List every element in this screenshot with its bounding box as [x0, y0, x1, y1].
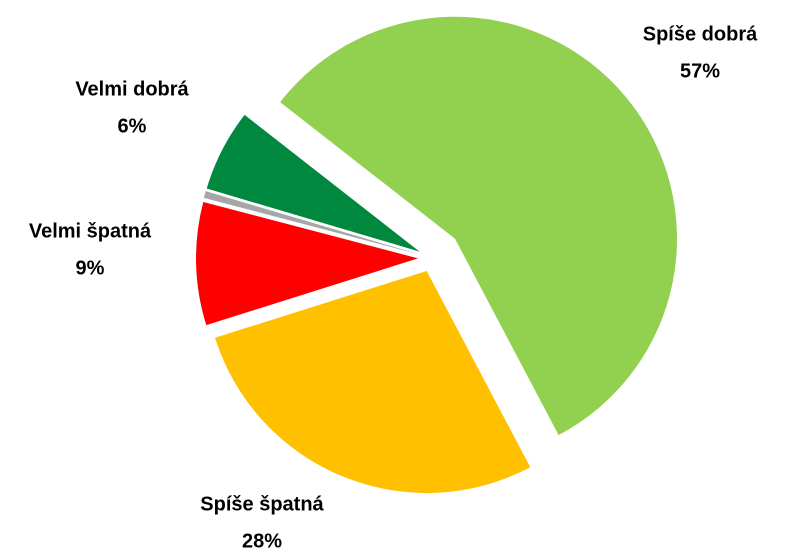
pie-slice: [214, 270, 531, 493]
pie-slice: [196, 201, 419, 326]
value-label: 9%: [76, 257, 105, 279]
slice-label: Spíše dobrá: [643, 23, 758, 45]
value-label: 28%: [242, 530, 282, 551]
slice-label: Velmi dobrá: [75, 78, 189, 100]
value-label: 6%: [118, 115, 147, 137]
pie-slice: [203, 191, 419, 255]
slice-label: Velmi špatná: [29, 220, 152, 242]
slice-label: Spíše špatná: [200, 493, 324, 515]
pie-slice: [280, 16, 678, 436]
pie-slice: [206, 114, 420, 252]
value-label: 57%: [680, 60, 720, 82]
